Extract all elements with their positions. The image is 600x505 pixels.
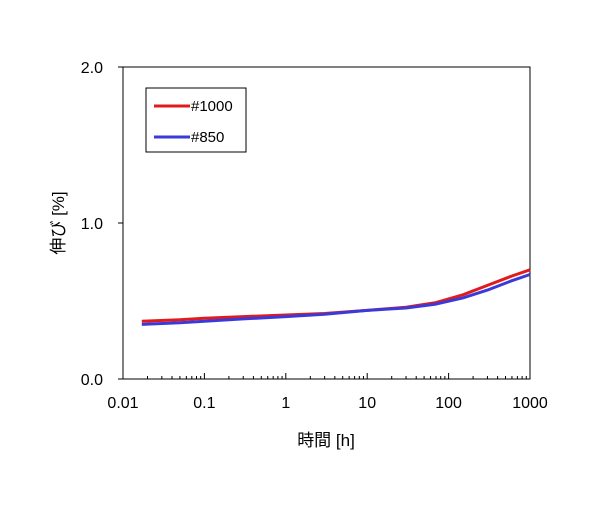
x-tick-label: 0.1 [193, 395, 215, 412]
x-tick-label: 1000 [512, 395, 548, 412]
series-lines [141, 268, 531, 326]
y-tick-label: 1.0 [81, 216, 103, 233]
y-tick-label: 0.0 [81, 372, 103, 389]
x-tick-label: 1 [281, 395, 290, 412]
x-axis-ticks: 0.01 0.1 1 10 100 1000 [107, 373, 548, 412]
y-axis-ticks: 0.0 1.0 2.0 [81, 60, 123, 389]
y-tick-label: 2.0 [81, 60, 103, 77]
minor-ticks [147, 376, 527, 379]
y-axis-label: 伸び [%] [49, 191, 68, 254]
x-axis-label: 時間 [h] [297, 431, 355, 450]
legend-label-1000: #1000 [191, 98, 233, 115]
legend-label-850: #850 [191, 129, 224, 146]
legend: #1000 #850 [145, 87, 247, 153]
x-tick-label: 100 [435, 395, 462, 412]
legend-box [145, 87, 247, 153]
x-tick-label: 10 [358, 395, 376, 412]
series-line-850 [141, 273, 531, 326]
x-tick-label: 0.01 [107, 395, 138, 412]
